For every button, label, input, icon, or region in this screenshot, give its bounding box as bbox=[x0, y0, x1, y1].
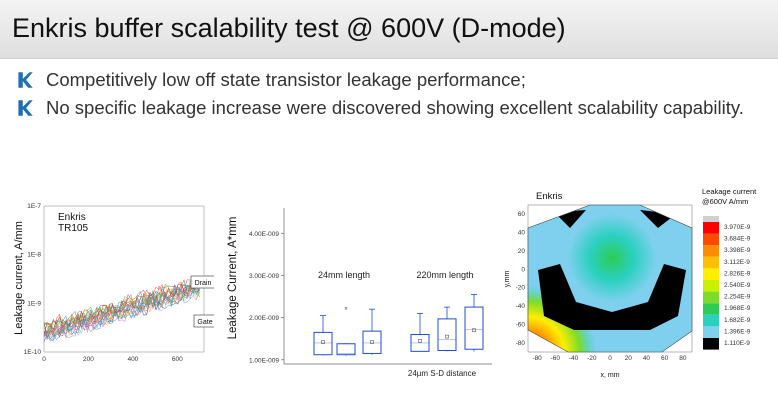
group-label-220mm: 220mm length bbox=[416, 270, 473, 280]
box-plot-item bbox=[464, 294, 484, 352]
drain-annotation: Drain bbox=[195, 280, 212, 287]
chart1-xtick-label: 200 bbox=[83, 356, 94, 363]
chart1-ytick-label: 1E-9 bbox=[27, 300, 41, 307]
bullet-list: Competitively low off state transistor l… bbox=[14, 66, 744, 122]
box-plot-item bbox=[410, 313, 430, 352]
chart3-ytick-label: -20 bbox=[516, 285, 526, 292]
colorbar-swatch bbox=[703, 303, 719, 315]
chart3-xtick-label: 60 bbox=[661, 355, 669, 362]
chart1-plot-area bbox=[43, 205, 205, 353]
chart3-xlabel: x, mm bbox=[600, 372, 619, 379]
colorbar-level-label: 1.110E-9 bbox=[724, 340, 750, 347]
colorbar-level-label: 3.398E-9 bbox=[724, 247, 751, 254]
colorbar-swatch bbox=[703, 256, 719, 269]
leakage-trace bbox=[43, 275, 200, 337]
colorbar-level-label: 3.970E-9 bbox=[724, 224, 751, 231]
colorbar-level-label: 1.968E-9 bbox=[724, 305, 751, 312]
chart3-title: Enkris bbox=[536, 191, 563, 202]
chart1-ytick-label: 1E-7 bbox=[27, 203, 41, 210]
chart3-xtick-label: 40 bbox=[643, 355, 651, 362]
group-label-24mm: 24mm length bbox=[318, 270, 370, 280]
chart1-subtitle: TR105 bbox=[58, 223, 88, 234]
bullet-text: Competitively low off state transistor l… bbox=[46, 69, 526, 90]
chart3-xtick-label: 80 bbox=[679, 355, 687, 362]
box-plot-item: × bbox=[336, 306, 356, 356]
chart2-ytick-label: 4.00E-009 bbox=[249, 231, 279, 238]
colorbar-swatch bbox=[703, 338, 719, 350]
slide-title: Enkris buffer scalability test @ 600V (D… bbox=[12, 13, 566, 43]
chart1-xtick-label: 600 bbox=[172, 356, 183, 363]
leakage-trace bbox=[43, 278, 200, 335]
wafer-map-chart: Enkris 60 40 20 0 -20 -40 -60 -80 -80 -60 -40 -20 0… bbox=[504, 187, 757, 379]
chart3-xtick-label: -60 bbox=[551, 355, 561, 362]
leakage-trace bbox=[43, 284, 200, 340]
chart3-xtick-label: -20 bbox=[587, 355, 597, 362]
chart3-xtick-label: -80 bbox=[532, 355, 542, 362]
colorbar-level-label: 3.684E-9 bbox=[724, 236, 751, 243]
chart3-ytick-label: -60 bbox=[516, 321, 526, 328]
colorbar-swatch bbox=[703, 268, 719, 280]
gate-annotation: Gate bbox=[197, 319, 212, 326]
bullet-logo-icon bbox=[18, 72, 33, 88]
leakage-trace bbox=[43, 284, 200, 341]
colorbar-swatch bbox=[703, 326, 719, 338]
chart1-ytick-label: 1E-10 bbox=[24, 349, 42, 356]
colorbar-level-label: 2.826E-9 bbox=[724, 270, 751, 277]
chart2-xlabel: 24µm S-D distance bbox=[408, 369, 477, 378]
chart3-ytick-label: 40 bbox=[518, 230, 526, 237]
box-plot-item bbox=[313, 315, 333, 356]
chart2-ytick-label: 3.00E-009 bbox=[249, 273, 279, 280]
chart1-xtick-label: 0 bbox=[42, 356, 46, 363]
colorbar-title: Leakage current bbox=[702, 187, 757, 196]
colorbar-swatch bbox=[703, 245, 719, 257]
colorbar-level-label: 1.682E-9 bbox=[724, 317, 751, 324]
chart2-ytick-label: 2.00E-009 bbox=[249, 315, 279, 322]
chart3-xtick-label: 0 bbox=[608, 355, 612, 362]
chart2-ytick-label: 1.00E-009 bbox=[249, 357, 279, 364]
drain-annotation-box bbox=[190, 275, 214, 289]
leakage-trace bbox=[43, 283, 200, 332]
chart3-ytick-label: 0 bbox=[521, 266, 525, 273]
colorbar-level-label: 2.540E-9 bbox=[724, 282, 751, 289]
leakage-trace bbox=[43, 283, 200, 335]
chart3-ytick-label: 20 bbox=[518, 248, 526, 255]
chart3-xtick-label: 20 bbox=[625, 355, 633, 362]
chart3-ylabel: y,mm bbox=[504, 271, 511, 288]
colorbar-swatch bbox=[703, 291, 719, 304]
chart1-ylabel: Leakage current, A/mm bbox=[13, 221, 25, 335]
bullet-item: Competitively low off state transistor l… bbox=[14, 66, 744, 94]
chart3-ytick-label: 60 bbox=[518, 211, 526, 218]
chart3-ytick-label: -80 bbox=[516, 340, 526, 347]
box-plot-item bbox=[437, 306, 457, 352]
box-plot-item bbox=[362, 308, 382, 355]
colorbar-swatch bbox=[703, 314, 719, 327]
chart3-xtick-label: -40 bbox=[569, 355, 579, 362]
leakage-line-chart: Leakage current, A/mm Enkris TR105 1E-7 1… bbox=[13, 203, 214, 363]
wafer-outline bbox=[527, 204, 693, 353]
colorbar-cap bbox=[703, 216, 719, 222]
svg-text:×: × bbox=[344, 306, 348, 312]
colorbar-level-label: 2.254E-9 bbox=[724, 294, 751, 301]
wafer-heatmap bbox=[528, 205, 692, 352]
colorbar-swatch bbox=[703, 280, 719, 292]
colorbar-subtitle: @600V A/mm bbox=[702, 197, 748, 206]
bullet-item: No specific leakage increase were discov… bbox=[14, 94, 744, 122]
chart1-xtick-label: 400 bbox=[127, 356, 138, 363]
chart2-ylabel: Leakage Current, A*mm bbox=[227, 217, 239, 340]
leakage-box-chart: Leakage Current, A*mm 4.00E-009 3.00E-009… bbox=[227, 208, 492, 378]
colorbar-level-label: 1.396E-9 bbox=[724, 328, 751, 335]
chart1-title: Enkris bbox=[58, 212, 86, 223]
bullet-text: No specific leakage increase were discov… bbox=[46, 97, 744, 118]
colorbar-swatch bbox=[703, 233, 719, 246]
chart1-ytick-label: 1E-8 bbox=[27, 252, 41, 259]
bullet-logo-icon bbox=[18, 100, 33, 116]
colorbar-level-label: 3.112E-9 bbox=[724, 259, 750, 266]
colorbar-swatch bbox=[703, 222, 719, 234]
gate-annotation-box bbox=[193, 314, 214, 328]
title-bar: Enkris buffer scalability test @ 600V (D… bbox=[0, 0, 778, 59]
chart3-ytick-label: -40 bbox=[516, 303, 526, 310]
